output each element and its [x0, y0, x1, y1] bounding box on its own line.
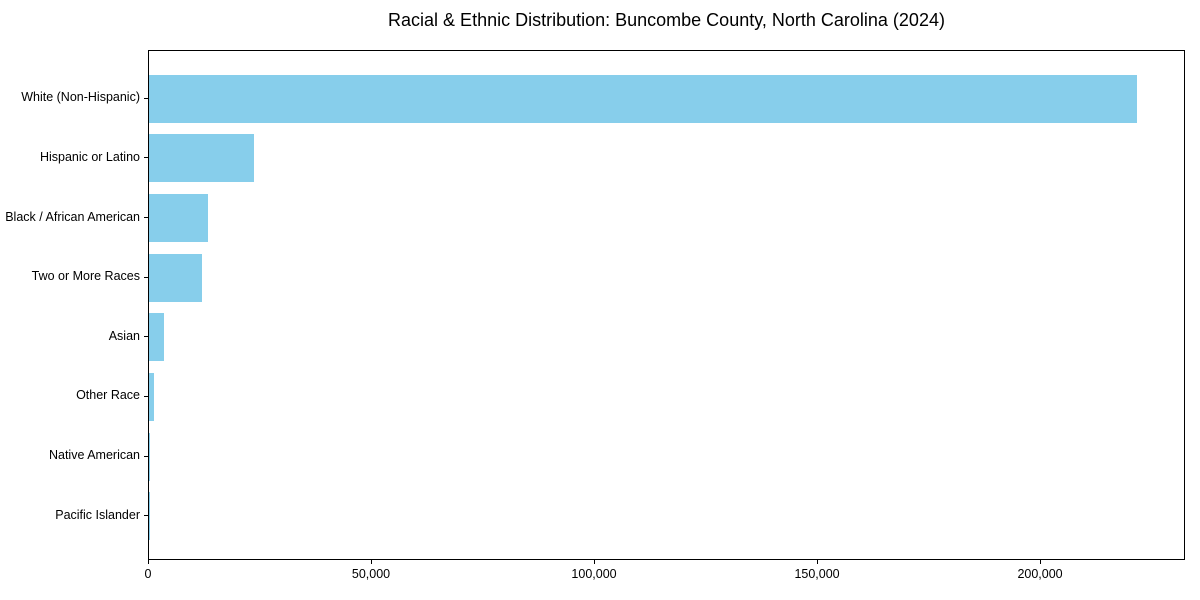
bar-two-or-more-races — [149, 253, 203, 302]
y-tick-label-white-non-hispanic: White (Non-Hispanic) — [21, 90, 140, 105]
y-axis-tick — [144, 336, 148, 338]
x-axis-tick — [147, 560, 149, 564]
y-axis-tick — [144, 157, 148, 159]
plot-area — [148, 50, 1185, 560]
y-tick-label-hispanic-or-latino: Hispanic or Latino — [39, 149, 140, 164]
bar-white-non-hispanic — [149, 74, 1137, 123]
bar-asian — [149, 313, 164, 362]
bar-hispanic-or-latino — [149, 134, 254, 183]
x-tick-label-150-000: 150,000 — [794, 567, 840, 581]
y-axis-tick — [144, 455, 148, 457]
x-axis-tick — [593, 560, 595, 564]
x-tick-label-0: 0 — [144, 567, 152, 581]
bar-other-race — [149, 372, 155, 421]
y-tick-label-two-or-more-races: Two or More Races — [31, 269, 140, 284]
y-axis-tick — [144, 515, 148, 517]
y-tick-label-native-american: Native American — [48, 448, 140, 463]
bar-native-american — [149, 432, 151, 481]
x-tick-label-50-000: 50,000 — [351, 567, 391, 581]
y-tick-label-asian: Asian — [108, 328, 140, 343]
y-tick-label-pacific-islander: Pacific Islander — [55, 507, 140, 522]
y-tick-label-other-race: Other Race — [76, 388, 140, 403]
y-axis-tick — [144, 276, 148, 278]
x-tick-label-100-000: 100,000 — [571, 567, 617, 581]
x-axis-tick — [370, 560, 372, 564]
x-axis-tick — [816, 560, 818, 564]
y-tick-label-black-african-american: Black / African American — [5, 209, 140, 224]
y-axis-tick — [144, 97, 148, 99]
chart-title: Racial & Ethnic Distribution: Buncombe C… — [388, 10, 945, 30]
bar-black-african-american — [149, 194, 208, 243]
y-axis-tick — [144, 395, 148, 397]
x-tick-label-200-000: 200,000 — [1017, 567, 1063, 581]
y-axis-tick — [144, 217, 148, 219]
x-axis-tick — [1039, 560, 1041, 564]
